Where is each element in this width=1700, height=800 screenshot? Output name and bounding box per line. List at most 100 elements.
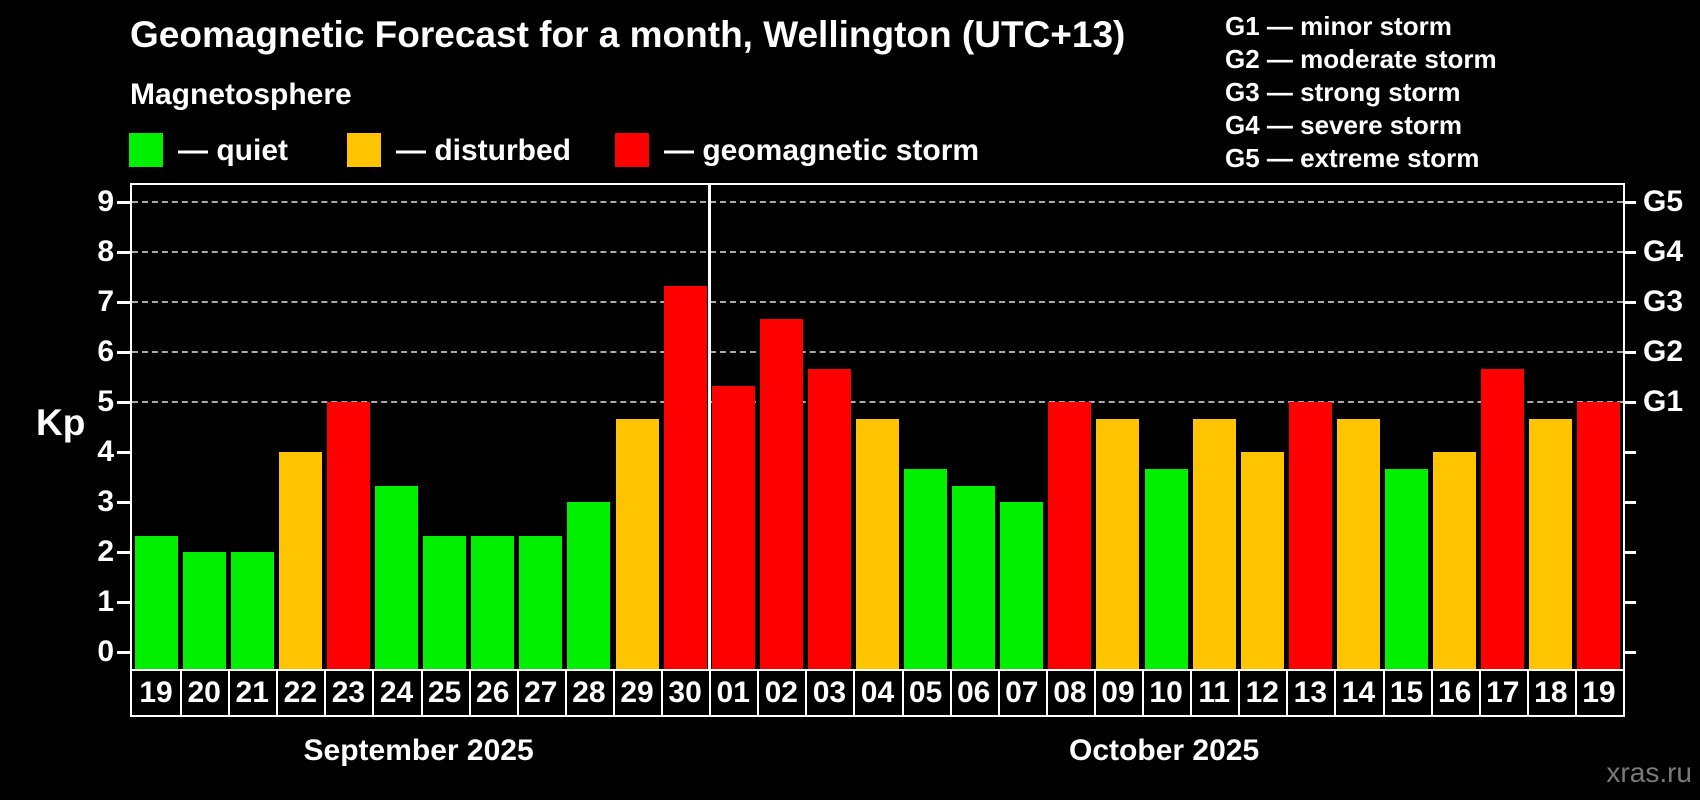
kp-bar-18 xyxy=(1529,418,1573,669)
kp-bar-03 xyxy=(807,368,851,669)
y-axis-tick-right xyxy=(1623,450,1636,454)
grid-line-kp5 xyxy=(132,401,1623,403)
date-cell: 14 xyxy=(1334,671,1385,715)
date-axis: 19 20 21 22 23 24 25 26 27 28 29 30 01 02 03 04 05 06 07 08… xyxy=(130,669,1625,717)
date-cell: 15 xyxy=(1383,671,1433,715)
y-axis-tick-right xyxy=(1623,350,1636,354)
kp-bar-06 xyxy=(952,485,996,669)
y-axis-tick-label: 2 xyxy=(97,535,114,568)
date-cell: 24 xyxy=(372,671,423,715)
grid-line-kp8 xyxy=(132,251,1623,253)
kp-bar-15 xyxy=(1385,468,1429,669)
kp-bar-04 xyxy=(856,418,899,669)
date-cell: 13 xyxy=(1286,671,1337,715)
y-axis-tick-left xyxy=(117,600,130,604)
y-axis-tick-right xyxy=(1623,550,1636,554)
g-scale-legend-g5: G5 — extreme storm xyxy=(1225,143,1480,173)
g-scale-legend-g3: G3 — strong storm xyxy=(1225,77,1461,107)
kp-bar-12 xyxy=(1240,452,1284,669)
kp-bar-10 xyxy=(1144,468,1188,669)
y-axis-tick-right xyxy=(1623,250,1636,254)
y-axis-tick-label: 4 xyxy=(97,435,114,468)
y-axis-tick-left xyxy=(117,400,130,404)
date-cell: 10 xyxy=(1142,671,1193,715)
y-axis-tick-left xyxy=(117,200,130,204)
date-cell: 02 xyxy=(757,671,808,715)
date-cell: 05 xyxy=(902,671,952,715)
y-axis-tick-left xyxy=(117,350,130,354)
y-axis-tick-label: 1 xyxy=(97,585,114,618)
date-cell: 07 xyxy=(998,671,1048,715)
kp-bar-28 xyxy=(567,502,611,669)
kp-bar-16 xyxy=(1433,452,1477,669)
y-axis-tick-left xyxy=(117,550,130,554)
date-cell: 04 xyxy=(853,671,904,715)
y-axis-tick-label: 5 xyxy=(97,385,114,418)
kp-bar-11 xyxy=(1192,418,1236,669)
date-cell: 18 xyxy=(1527,671,1577,715)
date-cell: 11 xyxy=(1190,671,1241,715)
y-axis-tick-left xyxy=(117,500,130,504)
month-label: October 2025 xyxy=(1069,734,1260,767)
kp-bar-05 xyxy=(904,468,948,669)
y-axis-title: Kp xyxy=(36,402,86,443)
month-separator xyxy=(707,185,711,669)
kp-bar-07 xyxy=(1000,502,1044,669)
g-axis-label-g1: G1 xyxy=(1643,385,1684,418)
g-scale-legend-g1: G1 — minor storm xyxy=(1225,11,1452,41)
y-axis-tick-left xyxy=(117,450,130,454)
date-cell: 20 xyxy=(180,671,231,715)
date-cell: 28 xyxy=(565,671,615,715)
y-axis-tick-right xyxy=(1623,300,1636,304)
plot-area: 0 1 2 3 4 5 6 7 8 9 G1 G2 G3 G4 G5 xyxy=(97,183,1683,669)
kp-bar-22 xyxy=(278,452,322,669)
date-cell: 27 xyxy=(517,671,567,715)
date-cell: 23 xyxy=(324,671,375,715)
date-cell: 21 xyxy=(228,671,279,715)
date-cell: 19 xyxy=(132,671,183,715)
date-cell: 16 xyxy=(1431,671,1481,715)
kp-bar-14 xyxy=(1336,418,1380,669)
date-cell: 09 xyxy=(1094,671,1145,715)
date-cell: 30 xyxy=(661,671,712,715)
kp-bar-17 xyxy=(1481,368,1525,669)
y-axis-tick-label: 7 xyxy=(97,285,114,318)
page-title: Geomagnetic Forecast for a month, Wellin… xyxy=(130,14,1126,55)
kp-bar-13 xyxy=(1288,402,1332,669)
y-axis-tick-label: 9 xyxy=(97,185,114,218)
date-cell: 19 xyxy=(1582,676,1616,709)
y-axis-tick-label: 8 xyxy=(97,235,114,268)
date-cell: 22 xyxy=(276,671,327,715)
y-axis-tick-right xyxy=(1623,650,1636,654)
date-cell: 17 xyxy=(1479,671,1529,715)
quiet-color-swatch xyxy=(129,133,163,167)
y-axis-tick-label: 0 xyxy=(97,635,114,668)
date-cell: 08 xyxy=(1046,671,1096,715)
y-axis-tick-label: 6 xyxy=(97,335,114,368)
grid-line-kp7 xyxy=(132,301,1623,303)
watermark: xras.ru xyxy=(1606,757,1692,788)
kp-bar-21 xyxy=(230,552,274,669)
y-axis-tick-left xyxy=(117,300,130,304)
grid-line-kp6 xyxy=(132,351,1623,353)
date-cell: 29 xyxy=(613,671,664,715)
legend-label-quiet: — quiet xyxy=(178,134,288,167)
g-axis-label-g2: G2 xyxy=(1643,335,1684,368)
date-cell: 12 xyxy=(1238,671,1289,715)
date-cell: 01 xyxy=(709,671,760,715)
kp-bar-27 xyxy=(519,535,563,669)
y-axis-tick-label: 3 xyxy=(97,485,114,518)
y-axis-tick-right xyxy=(1623,400,1636,404)
y-axis-tick-left xyxy=(117,250,130,254)
date-cell: 26 xyxy=(469,671,519,715)
kp-bar-30 xyxy=(663,285,707,669)
legend-label-disturbed: — disturbed xyxy=(396,134,572,167)
g-scale-legend-g4: G4 — severe storm xyxy=(1225,110,1463,140)
date-cell: 25 xyxy=(421,671,471,715)
kp-bar-02 xyxy=(759,318,803,669)
kp-bar-29 xyxy=(615,418,659,669)
kp-bar-19 xyxy=(1577,402,1621,669)
month-label: September 2025 xyxy=(303,734,534,767)
kp-bar-26 xyxy=(471,535,515,669)
